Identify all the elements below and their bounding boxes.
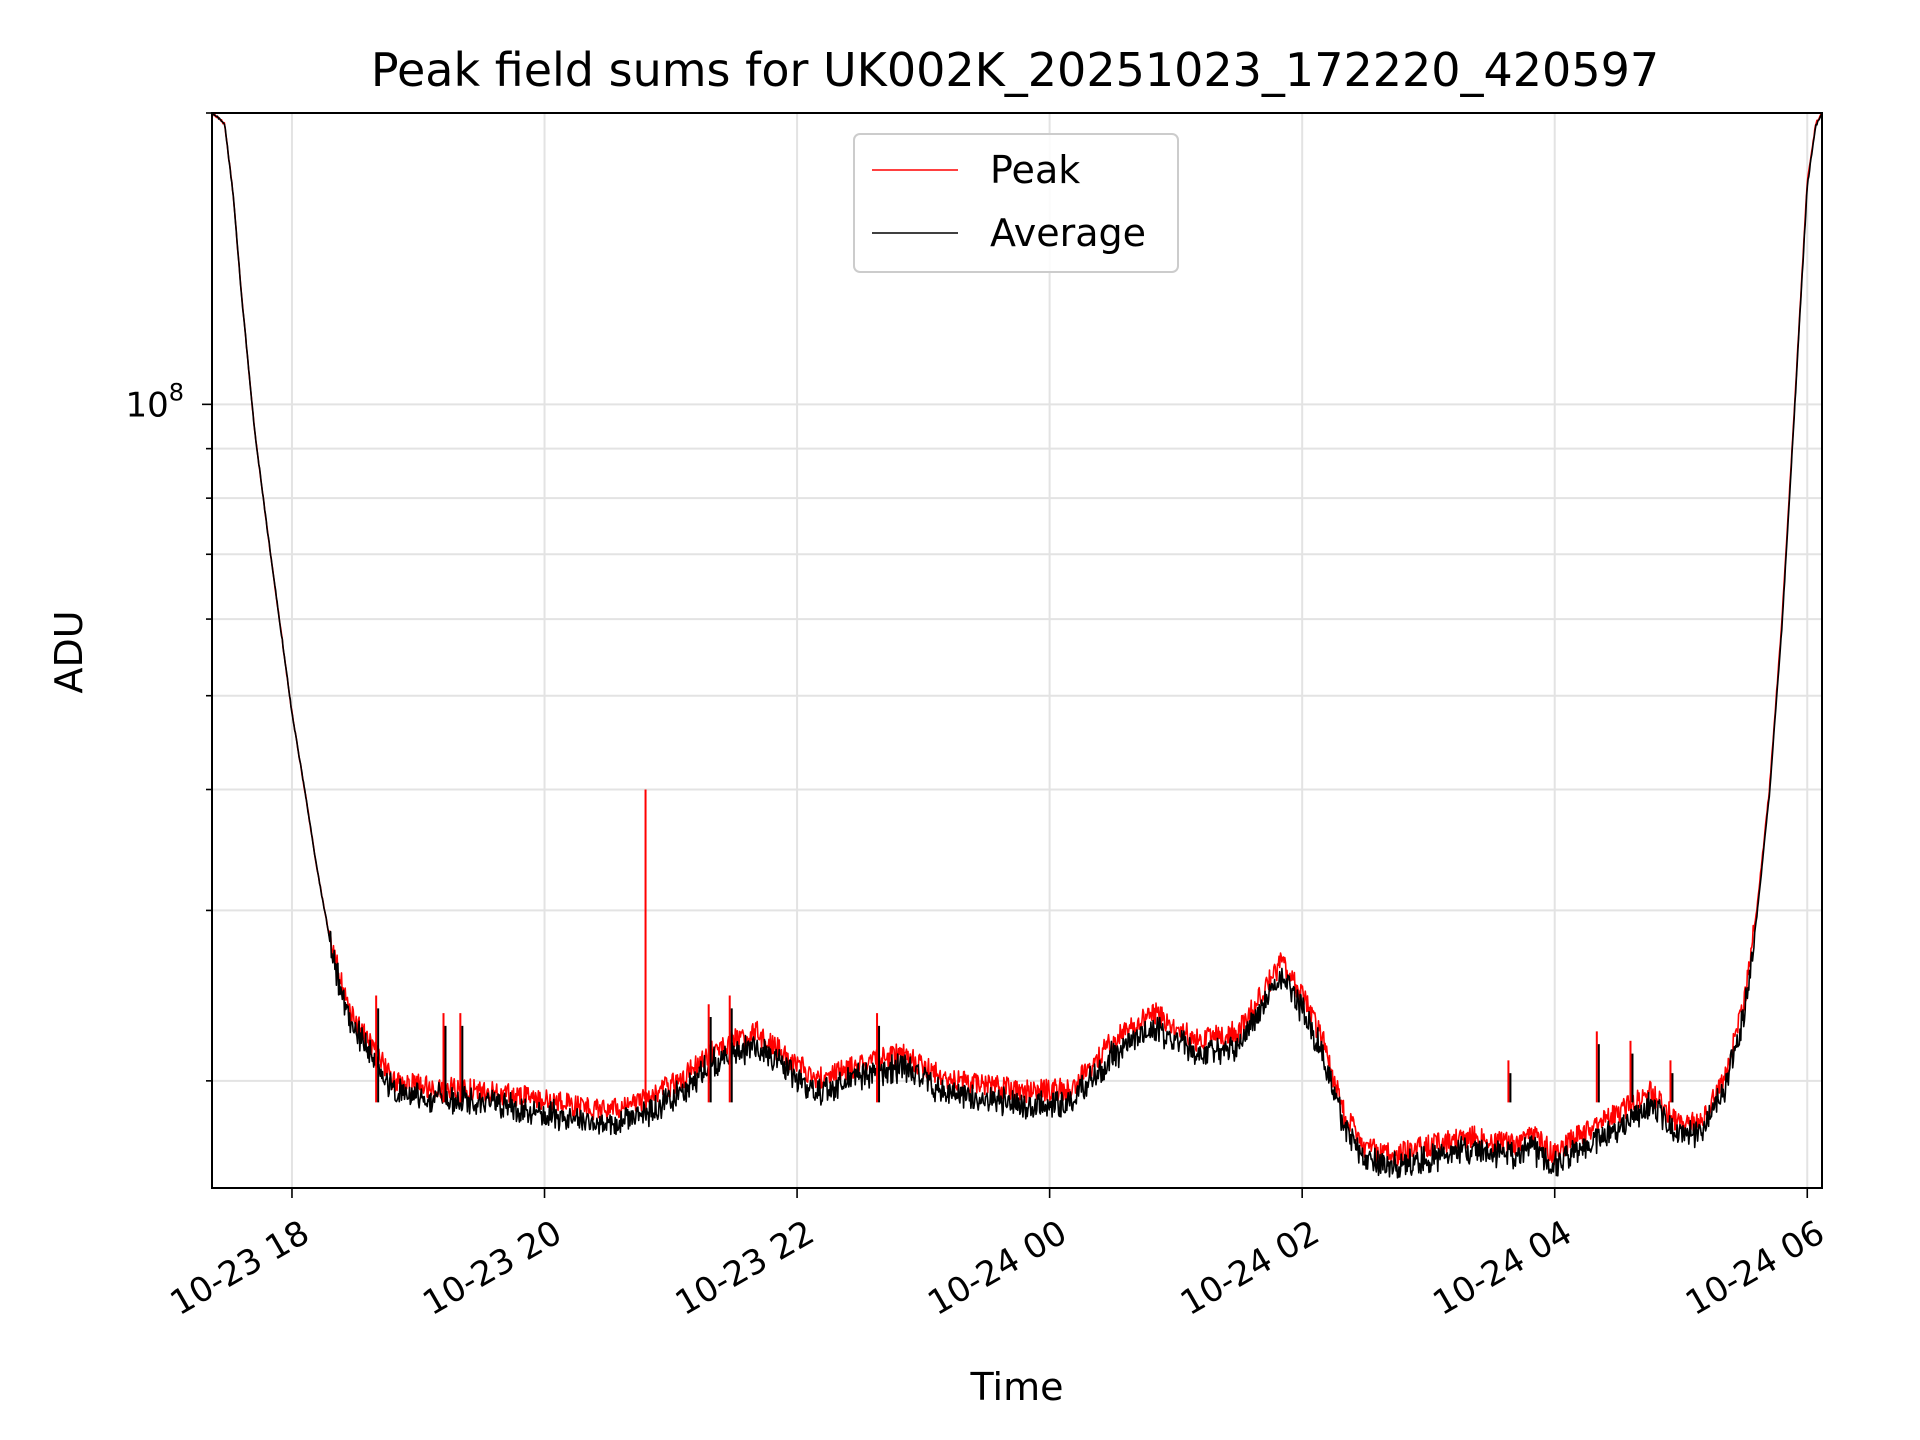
legend-box [853, 133, 1179, 273]
grid-layer [212, 112, 1822, 1188]
legend: Peak Average [853, 133, 1179, 273]
chart-title: Peak field sums for UK002K_20251023_1722… [371, 43, 1659, 97]
y-tick-label: 108 [125, 378, 184, 425]
series-line-average [212, 113, 1822, 1179]
plot-frame [211, 112, 1823, 1189]
legend-label-peak: Peak [990, 148, 1080, 192]
legend-label-average: Average [990, 211, 1146, 255]
series-line-peak [212, 113, 1822, 1167]
y-axis-label: ADU [47, 610, 91, 693]
series-layer [212, 113, 1822, 1179]
x-axis-label: Time [970, 1365, 1064, 1409]
